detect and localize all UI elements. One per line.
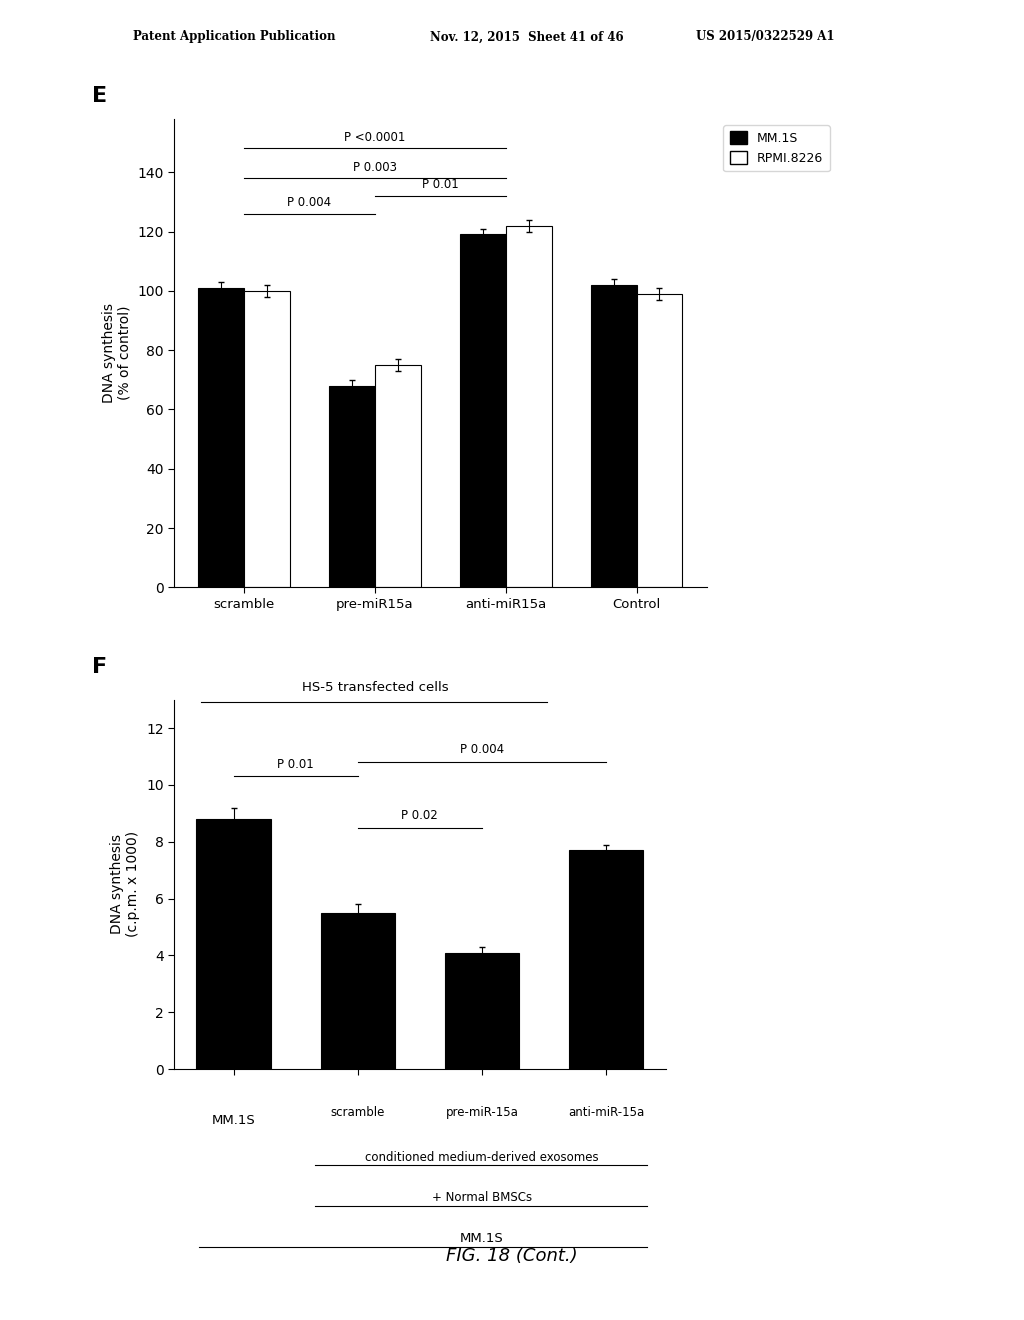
- Text: P 0.003: P 0.003: [353, 161, 397, 174]
- Text: F: F: [92, 657, 108, 677]
- Text: HS-5 transfected cells: HS-5 transfected cells: [302, 681, 449, 694]
- Text: MM.1S: MM.1S: [460, 1232, 504, 1245]
- Bar: [199, 288, 244, 587]
- Text: scramble: scramble: [331, 1106, 385, 1119]
- Text: anti-miR-15a: anti-miR-15a: [568, 1106, 644, 1119]
- Text: Nov. 12, 2015  Sheet 41 of 46: Nov. 12, 2015 Sheet 41 of 46: [430, 30, 624, 44]
- Text: E: E: [92, 86, 108, 106]
- Text: P 0.01: P 0.01: [278, 758, 314, 771]
- Y-axis label: DNA synthesis
(% of control): DNA synthesis (% of control): [101, 304, 132, 403]
- Text: P 0.01: P 0.01: [422, 178, 459, 191]
- Bar: [197, 818, 271, 1069]
- Bar: [568, 850, 643, 1069]
- Text: MM.1S: MM.1S: [212, 1114, 256, 1126]
- Bar: [244, 290, 290, 587]
- Bar: [329, 385, 375, 587]
- Text: conditioned medium-derived exosomes: conditioned medium-derived exosomes: [366, 1151, 599, 1163]
- Bar: [444, 953, 519, 1069]
- Text: US 2015/0322529 A1: US 2015/0322529 A1: [696, 30, 835, 44]
- Text: P 0.004: P 0.004: [288, 197, 332, 210]
- Y-axis label: DNA synthesis
(c.p.m. x 1000): DNA synthesis (c.p.m. x 1000): [111, 832, 140, 937]
- Text: FIG. 18 (Cont.): FIG. 18 (Cont.): [446, 1247, 578, 1266]
- Bar: [321, 913, 395, 1069]
- Bar: [637, 294, 682, 587]
- Bar: [375, 364, 421, 587]
- Text: + Normal BMSCs: + Normal BMSCs: [432, 1191, 531, 1204]
- Text: P <0.0001: P <0.0001: [344, 131, 406, 144]
- Bar: [506, 226, 552, 587]
- Bar: [591, 285, 637, 587]
- Text: P 0.004: P 0.004: [460, 743, 504, 756]
- Text: Patent Application Publication: Patent Application Publication: [133, 30, 336, 44]
- Text: P 0.02: P 0.02: [401, 809, 438, 822]
- Legend: MM.1S, RPMI.8226: MM.1S, RPMI.8226: [724, 125, 829, 172]
- Text: pre-miR-15a: pre-miR-15a: [445, 1106, 518, 1119]
- Text: conditioned medium-derived exosomes: conditioned medium-derived exosomes: [243, 729, 507, 741]
- Bar: [460, 235, 506, 587]
